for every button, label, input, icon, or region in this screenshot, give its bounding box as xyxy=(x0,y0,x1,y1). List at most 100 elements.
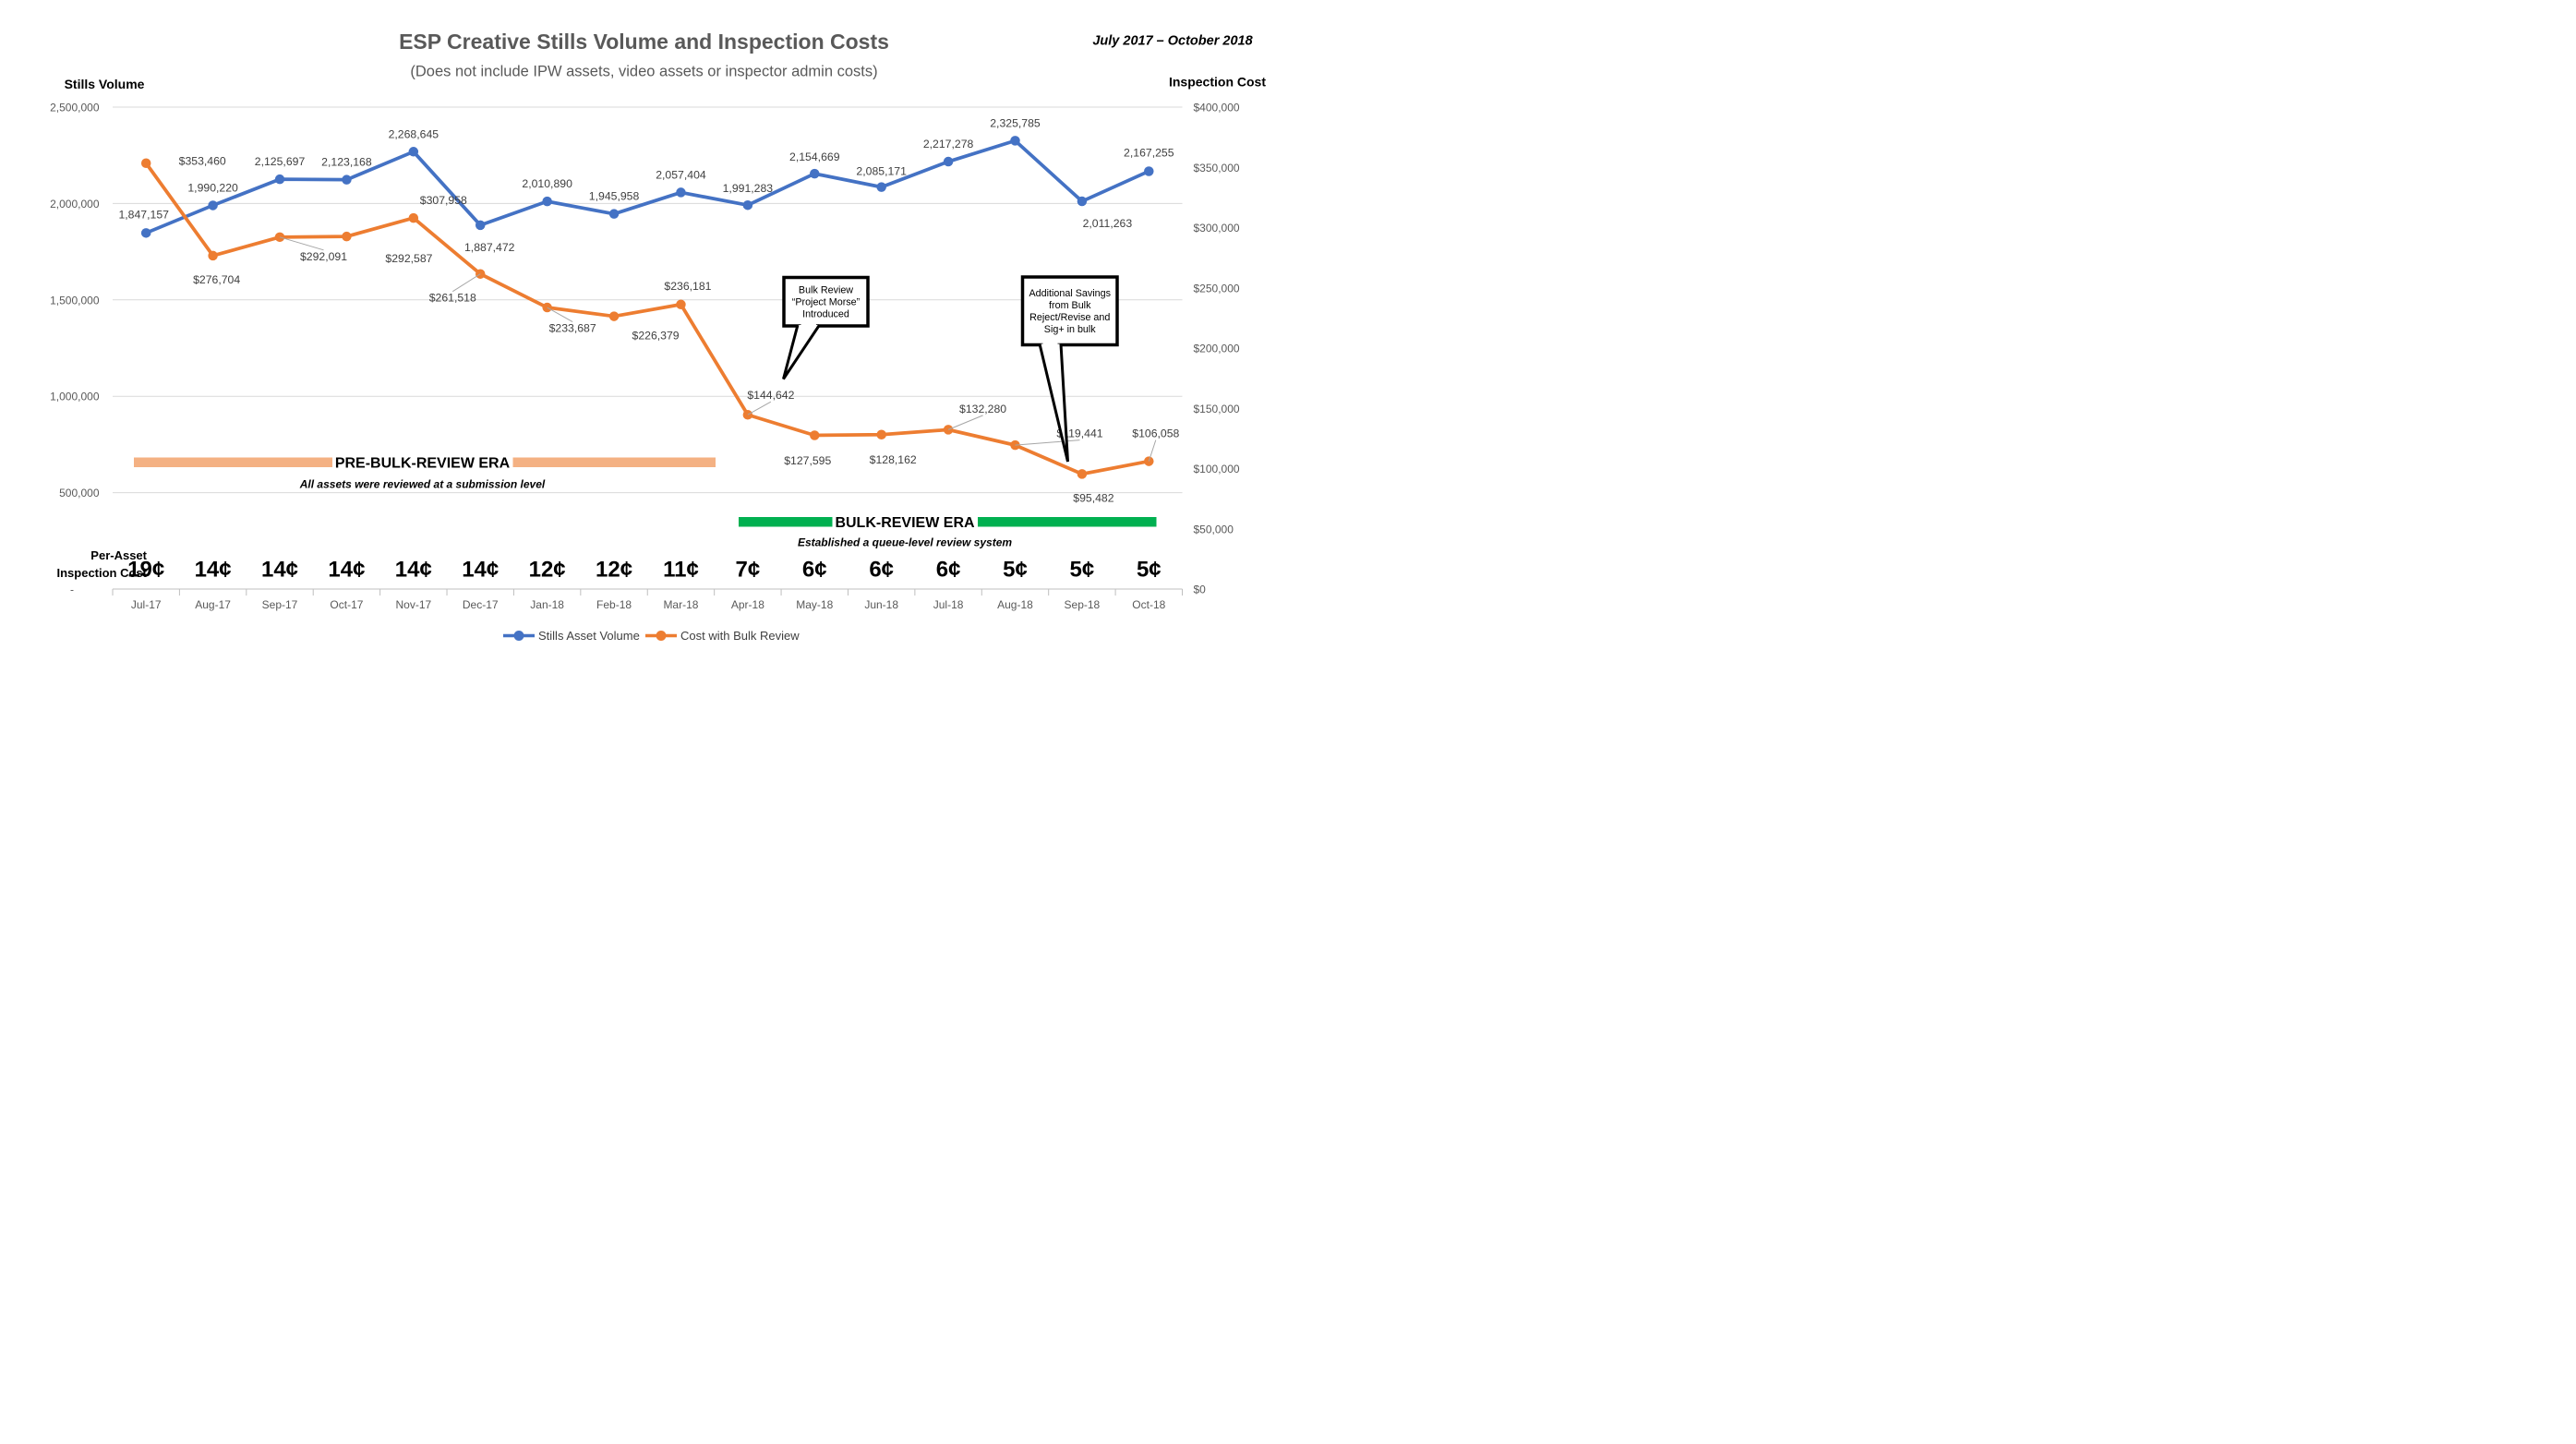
left-axis-tick-label: - xyxy=(70,584,74,596)
per-asset-cost-value: 6¢ xyxy=(869,558,894,583)
per-asset-cost-value: 14¢ xyxy=(261,558,298,583)
data-label-cost: $292,091 xyxy=(300,250,347,263)
volume-point-marker xyxy=(810,168,820,179)
x-axis-month-label: Apr-18 xyxy=(731,598,764,611)
cost-point-marker xyxy=(1077,469,1088,479)
data-label-volume: 1,991,283 xyxy=(723,182,774,195)
per-asset-cost-value: 14¢ xyxy=(395,558,432,583)
data-labels-layer: 1,847,157 1,990,220 2,125,697 2,123,168 2,26… xyxy=(118,116,1179,504)
bulk-era-label: BULK-REVIEW ERA xyxy=(835,515,975,531)
chart-title: ESP Creative Stills Volume and Inspectio… xyxy=(399,30,889,54)
series-layer xyxy=(140,136,1154,479)
label-leader-line xyxy=(1015,439,1080,446)
data-label-volume: 2,154,669 xyxy=(789,150,840,163)
callout-1: Bulk Review“Project Morse”Introduced xyxy=(782,275,870,380)
right-axis-tick-label: $50,000 xyxy=(1194,523,1234,535)
data-label-volume: 1,990,220 xyxy=(187,181,238,194)
data-label-volume: 2,123,168 xyxy=(321,156,372,169)
data-label-volume: 1,945,958 xyxy=(589,190,640,203)
x-axis-month-label: Dec-17 xyxy=(463,598,499,611)
pre-era-bar-segment xyxy=(512,457,716,467)
cost-line xyxy=(144,161,1151,476)
volume-point-marker xyxy=(742,199,753,211)
volume-point-marker xyxy=(208,200,218,211)
right-axis-tick-label: $200,000 xyxy=(1194,343,1240,355)
volume-point-marker xyxy=(876,182,886,192)
data-label-volume: 2,125,697 xyxy=(255,155,306,168)
left-axis-tick-label: 500,000 xyxy=(59,487,100,499)
volume-point-marker xyxy=(1077,196,1088,207)
cost-point-marker xyxy=(810,430,820,440)
legend-label-volume: Stills Asset Volume xyxy=(538,629,640,643)
axis-layer: 2,500,000 2,000,000 1,500,000 1,000,000 500,… xyxy=(50,102,1240,612)
per-asset-cost-value: 12¢ xyxy=(529,558,566,583)
right-axis-title: Inspection Cost xyxy=(1169,75,1266,90)
data-label-cost: $226,379 xyxy=(632,330,680,343)
data-label-cost: $127,595 xyxy=(784,454,831,467)
x-axis-month-label: Sep-17 xyxy=(262,598,298,611)
data-label-cost: $292,587 xyxy=(385,252,432,265)
right-axis-tick-label: $150,000 xyxy=(1194,403,1240,415)
data-label-volume: 2,217,278 xyxy=(923,138,974,150)
pre-era-label: PRE-BULK-REVIEW ERA xyxy=(335,456,511,472)
cost-point-marker xyxy=(876,429,886,439)
right-axis-tick-label: $300,000 xyxy=(1194,222,1240,235)
data-label-volume: 2,085,171 xyxy=(856,165,907,178)
legend-cost-dot-marker xyxy=(656,631,667,641)
callout-text-line: Reject/Revise and xyxy=(1029,312,1110,323)
bulk-era-bar-segment xyxy=(739,517,833,527)
date-range-label: July 2017 – October 2018 xyxy=(1092,34,1253,49)
per-asset-cost-value: 11¢ xyxy=(663,558,699,583)
data-label-cost: $119,441 xyxy=(1056,427,1102,440)
era-bars-layer xyxy=(134,457,1157,527)
per-asset-cost-value: 6¢ xyxy=(802,558,827,583)
per-asset-cost-value: 14¢ xyxy=(462,558,499,583)
callout-text-line: Additional Savings xyxy=(1029,288,1111,299)
right-axis-tick-label: $400,000 xyxy=(1194,102,1240,114)
right-axis-tick-label: $350,000 xyxy=(1194,162,1240,174)
cost-point-marker xyxy=(408,212,419,223)
data-label-volume: 1,887,472 xyxy=(464,241,515,254)
volume-point-marker xyxy=(943,156,954,167)
pre-era-subtitle: All assets were reviewed at a submission… xyxy=(299,478,546,491)
left-axis-tick-label: 1,500,000 xyxy=(50,294,100,307)
data-label-cost: $236,181 xyxy=(664,280,711,293)
per-asset-cost-value: 6¢ xyxy=(936,558,961,583)
volume-point-marker xyxy=(140,228,151,238)
legend: Stills Asset Volume Cost with Bulk Revie… xyxy=(503,629,800,643)
data-label-volume: 2,057,404 xyxy=(656,168,706,181)
x-axis-month-label: Feb-18 xyxy=(596,598,632,611)
data-label-cost: $106,058 xyxy=(1132,427,1179,440)
data-label-volume: 2,010,890 xyxy=(522,177,572,190)
callout-tail xyxy=(782,324,821,380)
volume-point-marker xyxy=(475,220,486,231)
data-label-volume: 2,011,263 xyxy=(1083,217,1133,230)
callout-box xyxy=(782,275,870,328)
data-label-volume: 1,847,157 xyxy=(118,208,169,221)
data-label-cost: $128,162 xyxy=(870,453,917,466)
volume-line xyxy=(144,138,1151,235)
left-axis-tick-label: 1,000,000 xyxy=(50,391,100,403)
x-axis-month-label: Sep-18 xyxy=(1065,598,1101,611)
per-asset-cost-value: 19¢ xyxy=(127,558,164,583)
x-axis-month-label: Oct-18 xyxy=(1132,598,1165,611)
chart-canvas: 2,500,000 2,000,000 1,500,000 1,000,000 500,… xyxy=(50,30,1266,643)
legend-label-cost: Cost with Bulk Review xyxy=(680,629,800,643)
left-axis-tick-label: 2,000,000 xyxy=(50,198,100,211)
volume-point-marker xyxy=(1144,166,1154,176)
label-leader-line xyxy=(451,273,481,293)
bulk-era-bar-segment xyxy=(978,517,1157,527)
data-label-cost: $261,518 xyxy=(429,292,476,305)
bulk-era-subtitle: Established a queue-level review system xyxy=(798,536,1012,549)
data-label-volume: 2,167,255 xyxy=(1124,146,1174,159)
pre-era-bar-segment xyxy=(134,457,332,467)
data-label-cost: $233,687 xyxy=(549,322,596,335)
chart-subtitle: (Does not include IPW assets, video asse… xyxy=(410,64,877,80)
per-asset-label-line2: Inspection Cost xyxy=(56,566,147,580)
x-axis-month-label: Aug-17 xyxy=(195,598,231,611)
cost-point-marker xyxy=(676,299,686,310)
cost-point-marker xyxy=(140,158,151,168)
data-label-cost: $276,704 xyxy=(193,273,240,286)
left-axis-tick-label: 2,500,000 xyxy=(50,102,100,114)
